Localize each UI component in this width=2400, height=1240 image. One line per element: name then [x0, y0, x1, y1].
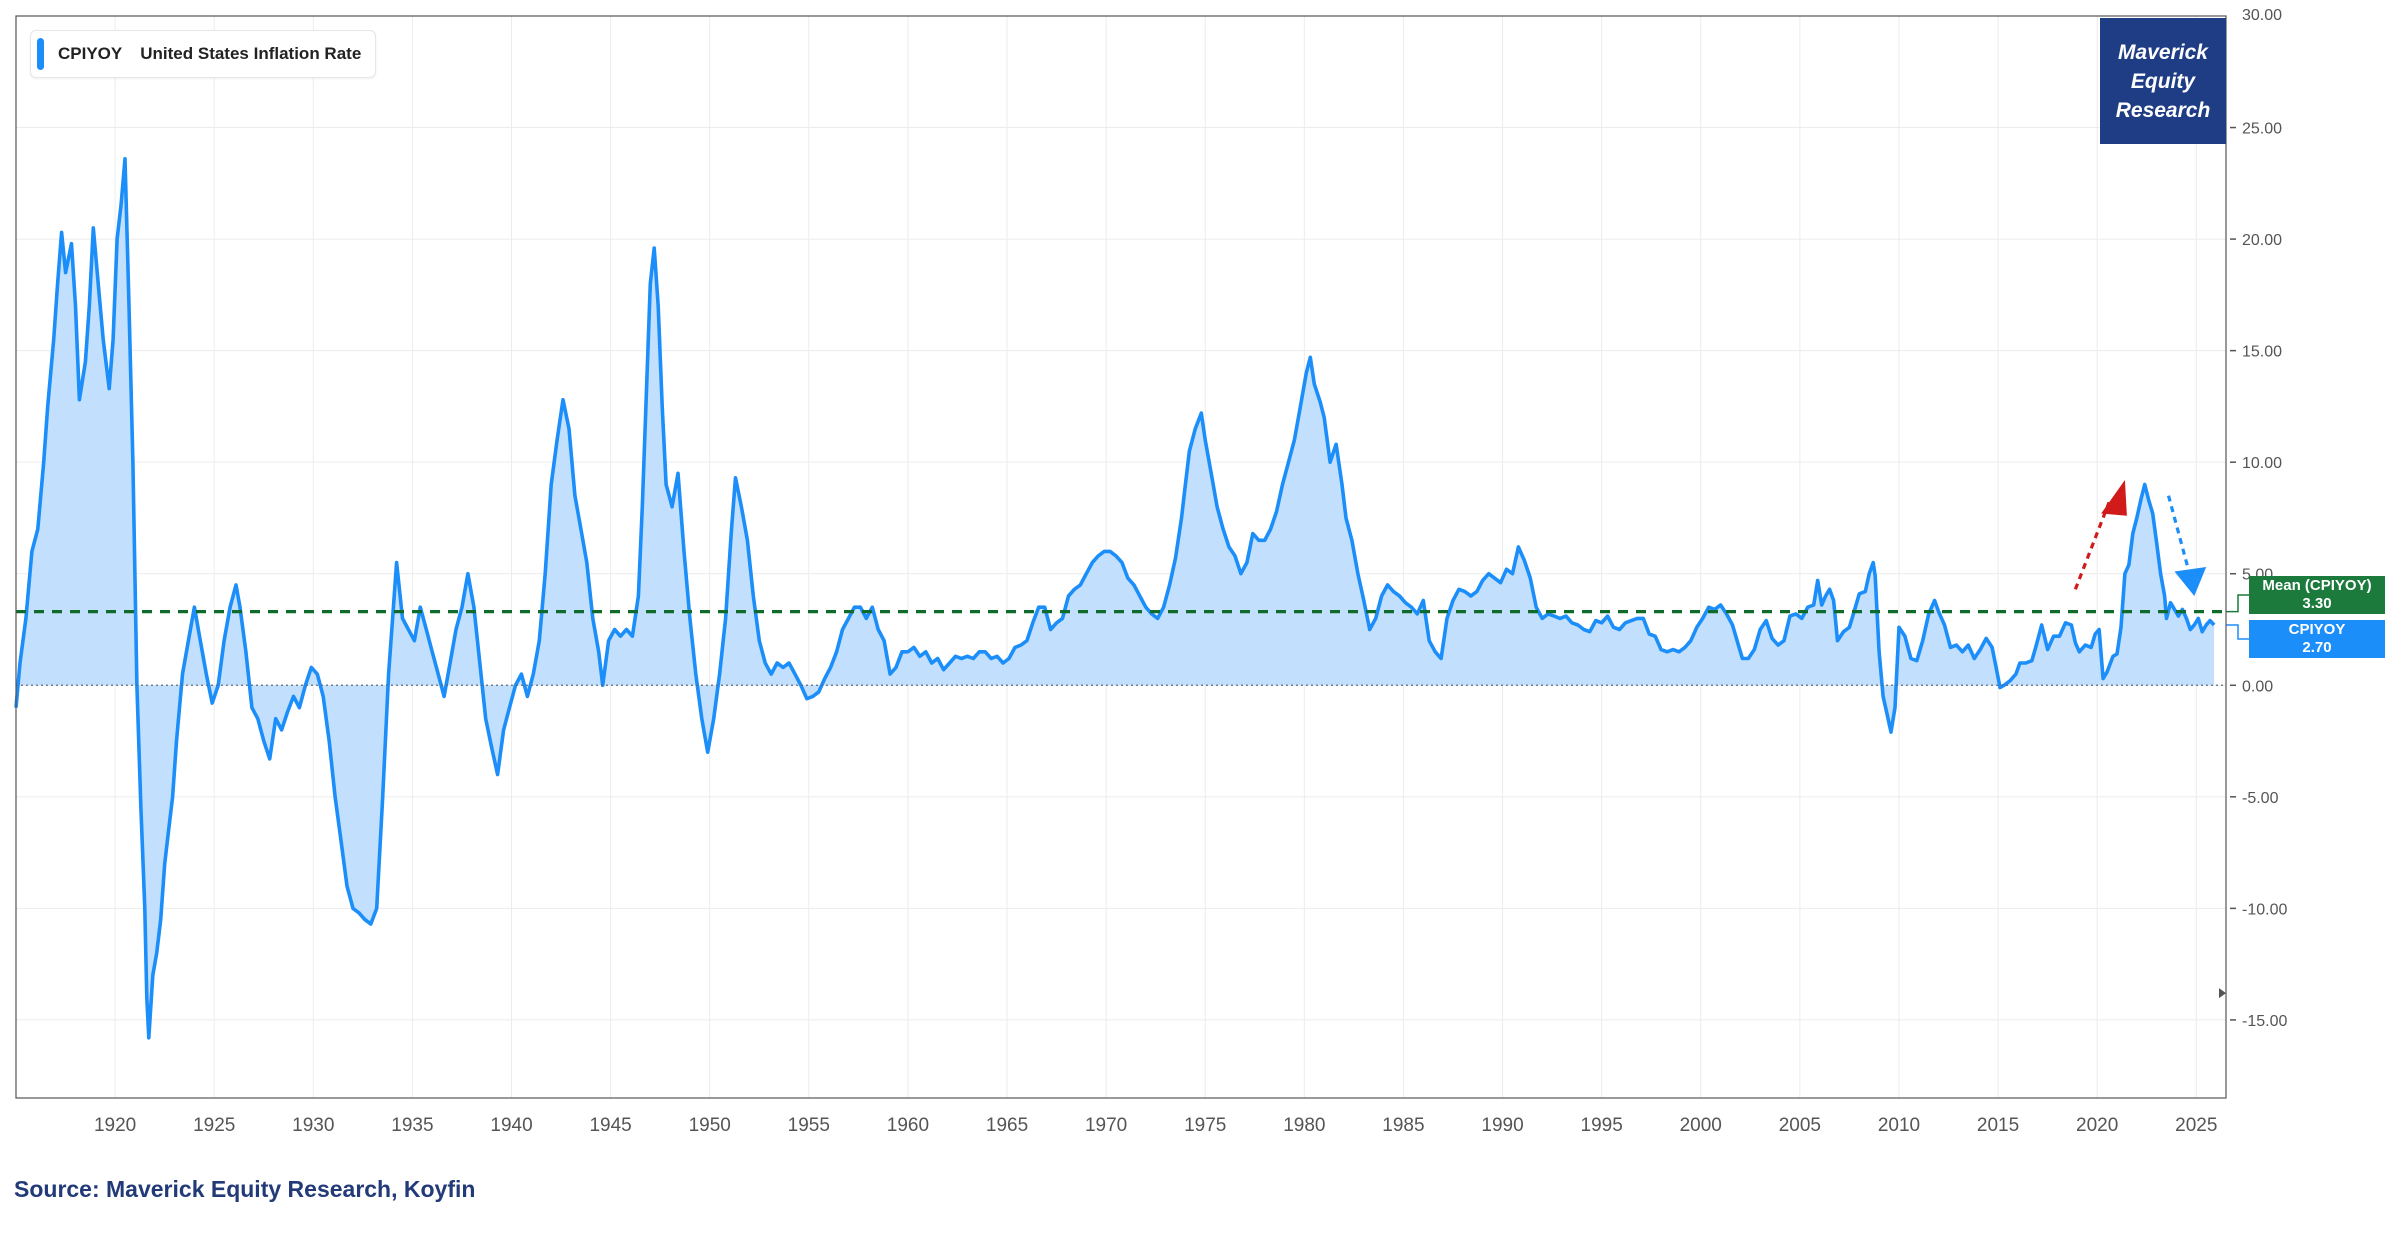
brand-logo: Maverick Equity Research: [2100, 18, 2226, 144]
x-tick-label: 2010: [1878, 1115, 1920, 1136]
plot-frame: [15, 15, 2227, 1099]
y-tick-label: 10.00: [2242, 455, 2282, 472]
down-trend-arrow-shaft: [2166, 495, 2190, 570]
last-tag-label: CPIYOY: [2288, 621, 2346, 638]
y-tick-label: 25.00: [2242, 121, 2282, 138]
x-tick-label: 1985: [1382, 1115, 1424, 1136]
y-tick-label: -15.00: [2242, 1013, 2287, 1030]
y-tick-label: 15.00: [2242, 344, 2282, 361]
x-tick-label: 1965: [986, 1115, 1028, 1136]
last-tag-connector: [2226, 624, 2249, 640]
mean-value-tag: Mean (CPIYOY) 3.30: [2249, 576, 2385, 614]
brand-line-2: Equity: [2130, 69, 2196, 93]
series-line: [14, 157, 2216, 1040]
last-tag-value: 2.70: [2302, 639, 2332, 656]
x-tick-label: 1950: [689, 1115, 731, 1136]
x-tick-label: 2025: [2175, 1115, 2217, 1136]
x-tick-label: 1975: [1184, 1115, 1226, 1136]
legend-swatch: [37, 38, 44, 70]
x-tick-label: 1970: [1085, 1115, 1127, 1136]
x-tick-label: 1930: [292, 1115, 334, 1136]
y-tick-label: -5.00: [2242, 790, 2279, 807]
axis-marker: [2219, 988, 2226, 999]
x-tick-label: 1990: [1481, 1115, 1523, 1136]
legend-series-name: United States Inflation Rate: [140, 44, 362, 63]
y-tick-label: 0.00: [2242, 678, 2273, 695]
x-tick-label: 2015: [1977, 1115, 2019, 1136]
x-tick-label: 1945: [589, 1115, 631, 1136]
last-value-tag: CPIYOY 2.70: [2249, 620, 2385, 658]
x-tick-label: 1940: [490, 1115, 532, 1136]
up-trend-arrow-shaft: [2073, 501, 2111, 590]
brand-line-1: Maverick: [2118, 40, 2208, 64]
x-tick-label: 1920: [94, 1115, 136, 1136]
x-tick-label: 2020: [2076, 1115, 2118, 1136]
mean-tag-connector: [2226, 594, 2249, 613]
mean-tag-value: 3.30: [2302, 595, 2332, 612]
x-tick-label: 1955: [788, 1115, 830, 1136]
x-tick-label: 1935: [391, 1115, 433, 1136]
series-area-fill: [16, 158, 2215, 1038]
source-note: Source: Maverick Equity Research, Koyfin: [14, 1176, 476, 1202]
x-tick-label: 2000: [1680, 1115, 1722, 1136]
brand-line-3: Research: [2115, 98, 2211, 122]
y-tick-label-top: 30.00: [2242, 7, 2282, 24]
y-tick-label: 20.00: [2242, 232, 2282, 249]
up-trend-arrowhead: [2101, 480, 2127, 516]
down-trend-arrowhead: [2174, 567, 2207, 597]
x-tick-label: 1995: [1581, 1115, 1623, 1136]
legend-ticker: CPIYOY: [58, 44, 123, 63]
y-tick-label: -10.00: [2242, 901, 2287, 918]
x-tick-label: 1960: [887, 1115, 929, 1136]
mean-tag-label: Mean (CPIYOY): [2262, 577, 2372, 594]
x-tick-label: 2005: [1779, 1115, 1821, 1136]
x-tick-label: 1925: [193, 1115, 235, 1136]
x-tick-label: 1980: [1283, 1115, 1325, 1136]
legend[interactable]: CPIYOY United States Inflation Rate: [30, 30, 377, 78]
